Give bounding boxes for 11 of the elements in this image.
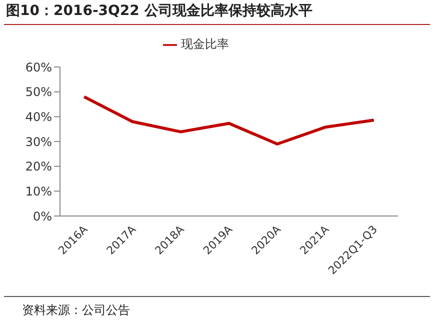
y-tick-label: 40% (25, 110, 52, 124)
y-tick-label: 10% (25, 184, 52, 198)
y-tick-label: 30% (25, 134, 52, 149)
chart-title: 图10：2016-3Q22 公司现金比率保持较高水平 (6, 2, 312, 20)
legend-label: 现金比率 (181, 37, 229, 51)
text: 资料来源：公司公告 (22, 302, 130, 319)
y-tick-label: 0% (32, 209, 52, 224)
y-tick-label: 60% (25, 60, 52, 74)
line-series (82, 95, 376, 146)
y-tick-label: 20% (25, 160, 52, 174)
y-tick-label: 50% (25, 85, 52, 100)
